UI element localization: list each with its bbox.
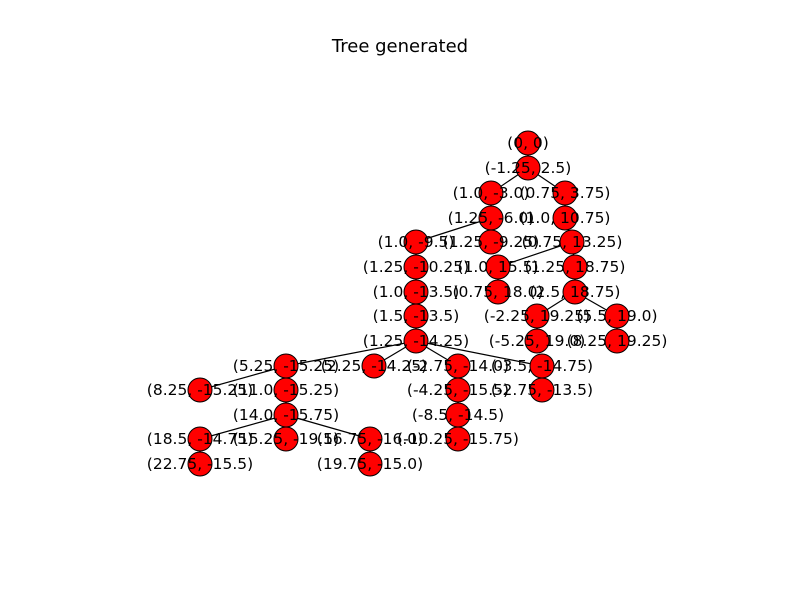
tree-node: [361, 353, 387, 379]
tree-node: [562, 279, 588, 305]
node-label: (1.5, -13.5): [373, 307, 460, 325]
node-label: (18.5, -14.75): [147, 430, 253, 448]
tree-node: [478, 180, 504, 206]
node-label: (1.0, -13.5): [373, 283, 460, 301]
tree-node: [273, 426, 299, 452]
tree-node: [273, 377, 299, 403]
tree-node: [445, 426, 471, 452]
node-label: (8.25, 19.25): [567, 332, 668, 350]
tree-node: [187, 426, 213, 452]
node-label: (-5.25, 19.0): [489, 332, 586, 350]
tree-edge: [199, 414, 287, 440]
tree-node: [357, 426, 383, 452]
tree-node: [445, 377, 471, 403]
tree-node: [529, 377, 555, 403]
node-label: (0, 0): [507, 134, 549, 152]
figure-title: Tree generated: [331, 36, 469, 57]
tree-node: [604, 303, 630, 329]
tree-edge: [199, 365, 287, 391]
node-label: (0.75, 13.25): [522, 233, 623, 251]
tree-node: [478, 229, 504, 255]
node-label: (1.25, -10.25): [363, 258, 469, 276]
tree-edge: [415, 340, 543, 367]
node-label: (15.25, -19.5): [233, 430, 339, 448]
node-label: (1.25, 18.75): [525, 258, 626, 276]
tree-edge: [415, 217, 492, 243]
node-label: (5.5, 19.0): [576, 307, 657, 325]
tree-node: [403, 254, 429, 280]
tree-node: [187, 377, 213, 403]
node-label: (16.75, -16.0): [317, 430, 423, 448]
tree-node: [485, 279, 511, 305]
nodes-layer: [187, 130, 630, 477]
tree-node: [562, 254, 588, 280]
node-label: (-2.75, -13.5): [491, 381, 593, 399]
tree-edge: [497, 241, 573, 268]
node-label: (1.25, -9.25): [443, 233, 540, 251]
tree-node: [403, 303, 429, 329]
tree-edge: [285, 414, 371, 440]
node-label: (0.75, 3.75): [520, 184, 611, 202]
tree-node: [515, 155, 541, 181]
node-label: (22.75, -15.5): [147, 455, 253, 473]
node-label: (19.75, -15.0): [317, 455, 423, 473]
tree-node: [559, 229, 585, 255]
node-label: (0.75, 18.0): [453, 283, 544, 301]
node-label: (1.0, 15.5): [457, 258, 538, 276]
tree-node: [357, 451, 383, 477]
node-label: (-10.25, -15.75): [397, 430, 519, 448]
tree-node: [604, 328, 630, 354]
tree-node: [403, 328, 429, 354]
tree-node: [552, 205, 578, 231]
node-label: (5.25, -15.25): [233, 357, 339, 375]
node-label: (11.0, -15.25): [233, 381, 339, 399]
node-label: (8.25, -15.25): [147, 381, 253, 399]
tree-node: [524, 303, 550, 329]
node-label: (-1.25, 2.5): [485, 159, 572, 177]
tree-node: [552, 180, 578, 206]
node-label: (2.5, 18.75): [530, 283, 621, 301]
tree-node: [187, 451, 213, 477]
node-label: (2.25, -14.25): [321, 357, 427, 375]
tree-edge: [285, 340, 417, 367]
tree-node: [515, 130, 541, 156]
node-label: (-8.5, -14.5): [412, 406, 504, 424]
node-label: (-2.75, -14.0): [407, 357, 509, 375]
node-label: (-2.25, 19.25): [484, 307, 590, 325]
node-label: (1.0, -9.5): [378, 233, 455, 251]
tree-node: [485, 254, 511, 280]
node-label: (14.0, -15.75): [233, 406, 339, 424]
tree-node: [403, 229, 429, 255]
node-label: (1.0, 10.75): [520, 209, 611, 227]
node-label: (1.0, -3.0): [453, 184, 530, 202]
node-label: (1.25, -6.0): [448, 209, 535, 227]
tree-node: [524, 328, 550, 354]
node-label: (-3.5, -14.75): [491, 357, 593, 375]
labels-layer: (0, 0) (-1.25, 2.5) (1.0, -3.0)(0.75, 3.75…: [147, 134, 668, 473]
node-label: (1.25, -14.25): [363, 332, 469, 350]
node-label: (-4.25, -15.5): [407, 381, 509, 399]
